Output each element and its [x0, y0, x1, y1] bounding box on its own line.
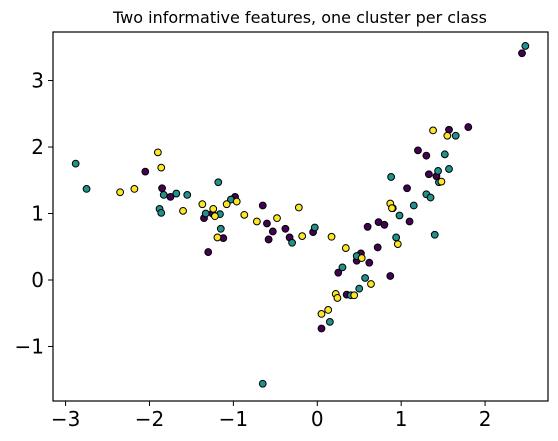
data-point-class-1: [445, 165, 453, 173]
data-point-class-0: [386, 272, 395, 280]
data-point-class-2: [324, 306, 333, 314]
data-point-class-2: [317, 310, 326, 318]
data-point-class-0: [363, 222, 372, 231]
data-point-class-2: [252, 217, 261, 226]
data-point-class-0: [334, 268, 343, 277]
data-point-class-2: [240, 210, 249, 219]
data-point-class-2: [333, 294, 342, 302]
data-point-class-1: [201, 209, 210, 218]
data-point-class-1: [82, 185, 91, 193]
data-point-class-2: [157, 163, 166, 172]
data-point-class-0: [424, 170, 433, 179]
data-point-class-0: [263, 219, 271, 228]
data-point-class-0: [373, 243, 382, 252]
data-point-class-1: [392, 233, 401, 242]
data-point-class-0: [365, 258, 374, 267]
data-point-class-0: [281, 224, 290, 233]
data-point-class-2: [213, 233, 222, 242]
data-point-class-1: [159, 190, 168, 199]
chart-title: Two informative features, one cluster pe…: [112, 8, 487, 27]
data-point-class-1: [409, 201, 418, 210]
data-point-class-0: [268, 227, 277, 236]
x-tick-label: 2: [479, 407, 492, 431]
data-point-class-1: [258, 379, 267, 388]
data-point-class-1: [325, 317, 334, 326]
y-tick-label: 3: [31, 69, 44, 93]
data-point-class-2: [429, 126, 437, 135]
data-point-class-2: [388, 204, 396, 213]
data-point-class-2: [350, 291, 359, 300]
data-point-class-1: [214, 178, 223, 187]
data-point-class-2: [367, 280, 375, 288]
data-point-class-2: [393, 240, 402, 248]
data-point-class-1: [288, 238, 297, 247]
data-point-class-0: [141, 167, 150, 176]
data-point-class-2: [357, 254, 366, 262]
data-point-class-2: [341, 244, 350, 252]
axis-ticks: −3 −2 −1 0 1 2 −1 0 1 2 3: [15, 69, 492, 431]
data-point-class-1: [71, 159, 80, 168]
data-point-class-0: [264, 235, 273, 244]
data-point-class-2: [130, 185, 139, 193]
data-points: [71, 42, 530, 388]
data-point-class-0: [464, 123, 473, 131]
data-point-class-1: [440, 150, 449, 159]
data-point-class-2: [209, 204, 218, 213]
data-point-class-1: [183, 190, 192, 199]
data-point-class-1: [434, 167, 442, 175]
y-tick-label: 0: [31, 268, 44, 292]
y-tick-label: −1: [15, 334, 44, 358]
data-point-class-1: [355, 284, 364, 293]
data-point-class-1: [430, 230, 439, 239]
data-point-class-0: [158, 184, 166, 193]
plot-area-frame: [52, 31, 549, 402]
data-point-class-2: [437, 177, 446, 186]
data-point-class-0: [414, 146, 422, 155]
data-point-class-1: [310, 223, 319, 232]
data-point-class-2: [179, 206, 187, 215]
data-point-class-2: [211, 212, 219, 221]
data-point-class-1: [521, 42, 530, 50]
x-tick-label: 1: [395, 407, 408, 431]
data-point-class-1: [387, 173, 396, 181]
data-point-class-2: [153, 148, 162, 157]
data-point-class-1: [172, 189, 181, 198]
y-tick-label: 2: [31, 135, 44, 159]
data-point-class-0: [403, 184, 411, 193]
data-point-class-2: [273, 214, 281, 223]
data-point-class-0: [422, 151, 431, 160]
data-point-class-1: [361, 274, 370, 282]
x-tick-label: −2: [135, 407, 164, 431]
data-point-class-2: [294, 203, 303, 212]
data-point-class-0: [518, 49, 526, 58]
data-point-class-1: [157, 208, 166, 217]
data-point-class-0: [405, 217, 414, 226]
data-point-class-1: [216, 224, 225, 233]
data-point-class-1: [451, 131, 460, 140]
data-point-class-2: [222, 200, 231, 209]
data-point-class-1: [395, 211, 404, 220]
data-point-class-0: [204, 248, 213, 256]
x-tick-label: −1: [219, 407, 248, 431]
data-point-class-1: [338, 263, 347, 272]
x-tick-label: −3: [51, 407, 80, 431]
data-point-class-2: [443, 131, 452, 140]
data-point-class-0: [258, 201, 267, 210]
data-point-class-2: [232, 197, 241, 206]
data-point-class-0: [380, 220, 389, 229]
data-point-class-2: [116, 188, 125, 197]
x-tick-label: 0: [311, 407, 324, 431]
y-tick-label: 1: [31, 202, 44, 226]
data-point-class-2: [298, 232, 307, 241]
data-point-class-0: [317, 324, 326, 333]
data-point-class-2: [198, 200, 207, 209]
data-point-class-1: [426, 193, 435, 202]
data-point-class-2: [327, 232, 336, 241]
